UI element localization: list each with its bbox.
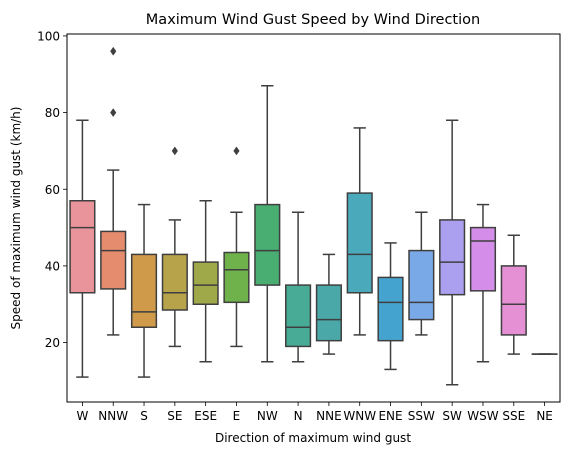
box: [101, 231, 126, 289]
x-tick-label: SE: [167, 409, 182, 423]
y-tick-label: 40: [45, 259, 60, 273]
y-tick-label: 60: [45, 183, 60, 197]
x-tick-label: S: [140, 409, 148, 423]
box: [255, 205, 280, 285]
x-tick-label: SSE: [502, 409, 525, 423]
y-axis-label: Speed of maximum wind gust (km/h): [9, 107, 23, 330]
box: [440, 220, 465, 295]
outlier-point: [110, 47, 116, 55]
box: [70, 201, 95, 293]
x-tick-label: NE: [536, 409, 553, 423]
box: [132, 254, 157, 327]
x-axis-label: Direction of maximum wind gust: [215, 431, 411, 445]
x-tick-label: ENE: [378, 409, 402, 423]
y-tick-label: 100: [37, 29, 60, 43]
box: [347, 193, 372, 293]
x-tick-label: W: [76, 409, 88, 423]
box: [317, 285, 342, 341]
x-tick-label: NNE: [316, 409, 342, 423]
outlier-point: [234, 147, 240, 155]
x-tick-label: WNW: [343, 409, 376, 423]
outlier-point: [110, 109, 116, 117]
x-tick-label: WSW: [467, 409, 498, 423]
box: [193, 262, 218, 304]
box: [163, 254, 188, 310]
x-tick-label: SW: [442, 409, 462, 423]
box: [224, 253, 249, 303]
box: [286, 285, 311, 346]
x-tick-label: NNW: [98, 409, 128, 423]
x-tick-label: N: [294, 409, 303, 423]
x-tick-label: NW: [257, 409, 278, 423]
y-tick-label: 80: [45, 106, 60, 120]
y-tick-label: 20: [45, 336, 60, 350]
chart-title: Maximum Wind Gust Speed by Wind Directio…: [146, 12, 480, 28]
x-tick-label: E: [233, 409, 241, 423]
box: [501, 266, 526, 335]
plot-frame: [67, 34, 560, 402]
outlier-point: [172, 147, 178, 155]
box: [409, 251, 434, 320]
x-tick-label: ESE: [194, 409, 217, 423]
x-tick-label: SSW: [408, 409, 435, 423]
box: [378, 277, 403, 340]
box: [471, 228, 496, 291]
